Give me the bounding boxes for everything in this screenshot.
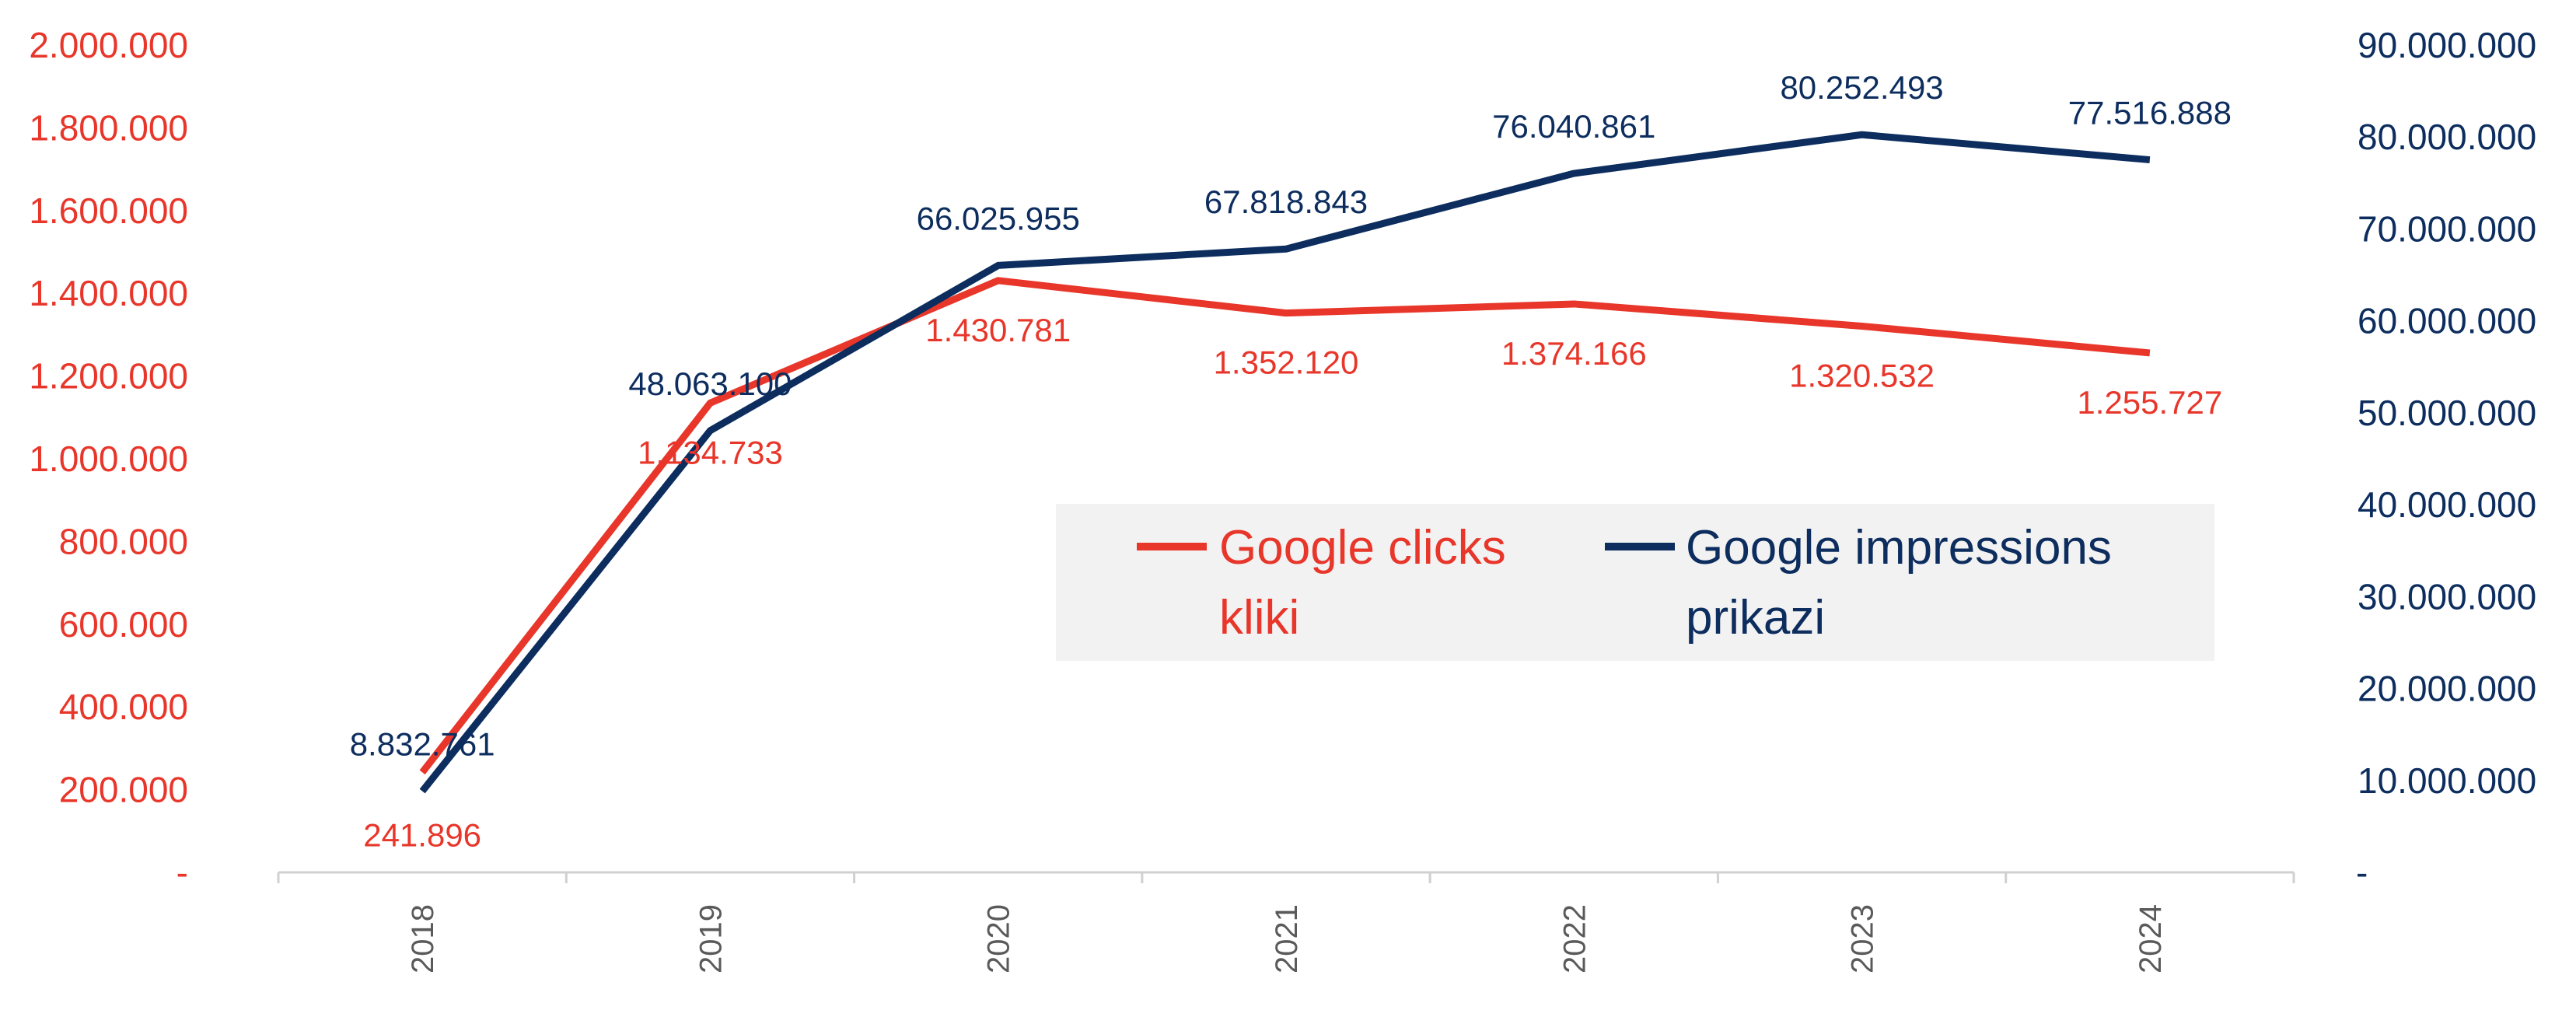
left-tick-label: 600.000 [59, 604, 188, 645]
data-label-clicks: 1.430.781 [925, 312, 1071, 348]
x-tick-label: 2020 [982, 904, 1016, 973]
right-tick-label: - [2356, 852, 2368, 893]
data-label-impressions: 66.025.955 [917, 200, 1080, 236]
left-tick-label: 2.000.000 [29, 25, 188, 65]
right-tick-label: 30.000.000 [2358, 576, 2536, 617]
left-tick-label: 400.000 [59, 687, 188, 727]
data-label-clicks: 241.896 [363, 816, 481, 853]
left-tick-label: - [177, 852, 188, 893]
data-label-clicks: 1.134.733 [638, 434, 783, 470]
data-label-clicks: 1.255.727 [2077, 384, 2222, 421]
data-label-impressions: 76.040.861 [1492, 108, 1655, 145]
x-tick-label: 2022 [1557, 904, 1592, 973]
left-tick-label: 1.400.000 [29, 273, 188, 313]
left-tick-label: 1.600.000 [29, 190, 188, 231]
data-label-clicks: 1.352.120 [1214, 344, 1359, 381]
x-tick-label: 2018 [406, 904, 440, 973]
x-tick-label: 2019 [694, 904, 728, 973]
right-tick-label: 90.000.000 [2358, 25, 2536, 65]
right-tick-label: 50.000.000 [2358, 393, 2536, 433]
data-label-impressions: 80.252.493 [1780, 69, 1943, 106]
left-tick-label: 1.200.000 [29, 356, 188, 397]
data-label-clicks: 1.374.166 [1501, 335, 1647, 372]
legend-label-impressions-line2: prikazi [1686, 591, 1825, 645]
series-lines [419, 131, 2151, 794]
data-label-impressions: 8.832.761 [350, 726, 495, 763]
legend-label-clicks-line1: Google clicks [1219, 521, 1506, 575]
right-tick-label: 40.000.000 [2358, 484, 2536, 525]
data-label-impressions: 67.818.843 [1204, 183, 1368, 220]
legend-label-impressions-line1: Google impressions [1686, 521, 2112, 575]
x-axis: 2018 2019 2020 2021 2022 2023 2024 [277, 871, 2295, 973]
series-line-clicks [419, 277, 2151, 775]
right-tick-label: 10.000.000 [2358, 760, 2536, 801]
left-tick-label: 200.000 [59, 770, 188, 810]
left-tick-label: 800.000 [59, 521, 188, 561]
left-tick-label: 1.800.000 [29, 107, 188, 148]
legend-label-clicks-line2: kliki [1219, 591, 1299, 645]
series-data-labels: 241.896 1.134.733 1.430.781 1.352.120 1.374.… [350, 69, 2232, 853]
x-tick-label: 2023 [1846, 904, 1880, 973]
right-tick-label: 70.000.000 [2358, 208, 2536, 249]
legend: Google clicks kliki Google impressions p… [1056, 504, 2214, 661]
right-tick-label: 60.000.000 [2358, 301, 2536, 341]
data-label-impressions: 48.063.100 [628, 365, 792, 402]
data-label-clicks: 1.320.532 [1789, 357, 1935, 393]
x-tick-label: 2024 [2134, 904, 2168, 973]
right-tick-label: 80.000.000 [2358, 117, 2536, 157]
x-tick-label: 2021 [1270, 904, 1304, 973]
data-label-impressions: 77.516.888 [2068, 95, 2232, 131]
left-axis-ticks: - 200.000 400.000 600.000 800.000 1.000.000 1.… [29, 25, 188, 893]
legend-background [1056, 504, 2214, 661]
left-tick-label: 1.000.000 [29, 439, 188, 479]
right-axis-ticks: - 10.000.000 20.000.000 30.000.000 40.000.00… [2356, 25, 2536, 893]
series-line-impressions [419, 131, 2151, 794]
right-tick-label: 20.000.000 [2358, 669, 2536, 709]
